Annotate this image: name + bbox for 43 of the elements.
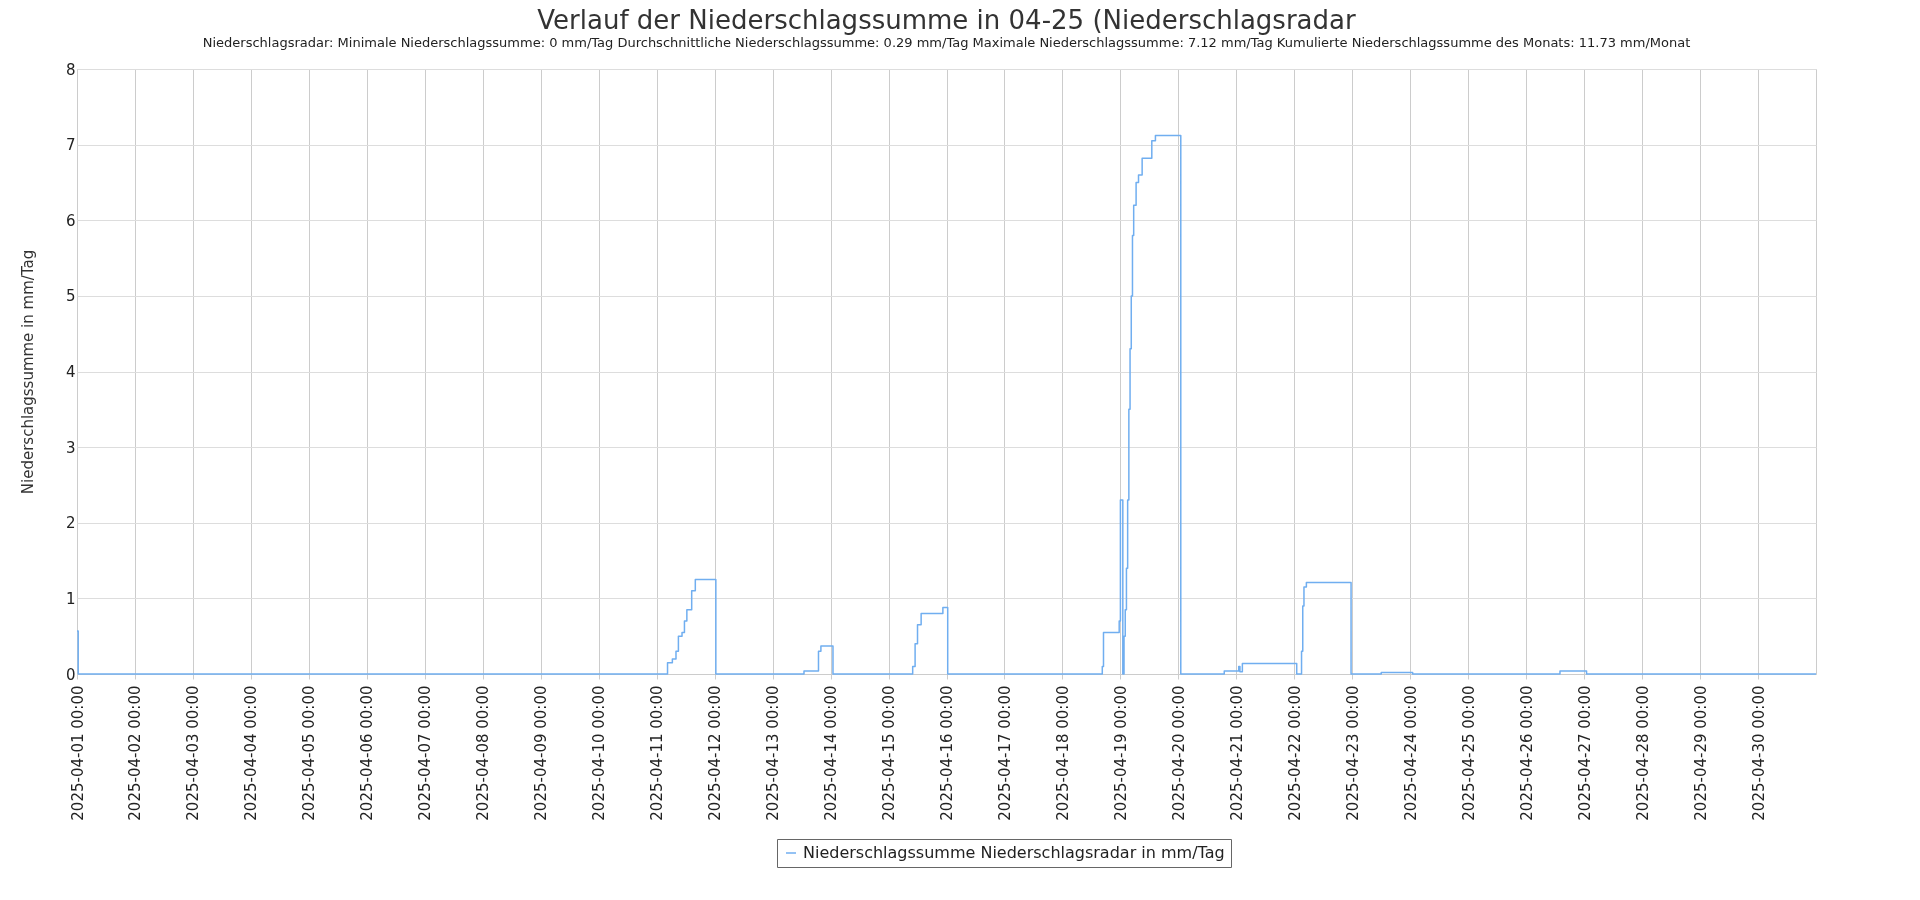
legend-label: Niederschlagssumme Niederschlagsradar in mm/Tag [803, 843, 1225, 862]
x-tick-label: 2025-04-13 00:00 [764, 685, 783, 821]
x-tick-label: 2025-04-19 00:00 [1111, 685, 1130, 821]
x-tick-label: 2025-04-02 00:00 [126, 685, 145, 821]
x-tick-label: 2025-04-05 00:00 [300, 685, 319, 821]
x-tick-label: 2025-04-18 00:00 [1053, 685, 1072, 821]
x-tick-label: 2025-04-01 00:00 [68, 685, 87, 821]
x-tick-label: 2025-04-23 00:00 [1343, 685, 1362, 821]
x-tick-label: 2025-04-24 00:00 [1401, 685, 1420, 821]
x-tick-label: 2025-04-26 00:00 [1517, 685, 1536, 821]
y-tick-label: 2 [65, 514, 76, 533]
y-tick-label: 4 [65, 363, 76, 381]
x-tick-label: 2025-04-22 00:00 [1285, 685, 1304, 821]
y-tick-label: 6 [65, 211, 76, 230]
y-tick-label: 1 [65, 589, 76, 608]
y-tick-label: 3 [65, 438, 76, 457]
y-tick-label: 7 [65, 136, 76, 155]
x-tick-label: 2025-04-27 00:00 [1575, 685, 1594, 821]
x-tick-label: 2025-04-07 00:00 [416, 685, 435, 821]
x-tick-label: 2025-04-21 00:00 [1227, 685, 1246, 821]
x-tick-label: 2025-04-12 00:00 [706, 685, 725, 821]
x-tick-label: 2025-04-09 00:00 [532, 685, 551, 821]
x-tick-label: 2025-04-15 00:00 [880, 685, 899, 821]
x-tick-label: 2025-04-29 00:00 [1691, 685, 1710, 821]
x-tick-label: 2025-04-04 00:00 [242, 685, 261, 821]
x-tick-label: 2025-04-14 00:00 [822, 685, 841, 821]
x-tick-label: 2025-04-11 00:00 [648, 685, 667, 821]
x-tick-label: 2025-04-16 00:00 [938, 685, 956, 821]
chart-title: Verlauf der Niederschlagssumme in 04-25 (Niederschlagsradar [537, 5, 1356, 35]
x-tick-label: 2025-04-30 00:00 [1749, 685, 1768, 821]
x-tick-label: 2025-04-08 00:00 [474, 685, 493, 821]
x-tick-label: 2025-04-06 00:00 [358, 685, 377, 821]
x-tick-label: 2025-04-17 00:00 [995, 685, 1014, 821]
y-axis-title: Niederschlagssumme in mm/Tag [18, 249, 37, 495]
y-tick-label: 8 [65, 60, 76, 79]
x-tick-label: 2025-04-25 00:00 [1459, 685, 1478, 821]
y-tick-label: 0 [65, 665, 76, 684]
x-tick-label: 2025-04-20 00:00 [1169, 685, 1188, 821]
x-tick-label: 2025-04-10 00:00 [590, 685, 609, 821]
x-tick-label: 2025-04-03 00:00 [184, 685, 203, 821]
x-tick-label: 2025-04-28 00:00 [1633, 685, 1652, 821]
y-tick-label: 5 [65, 287, 76, 306]
chart-subtitle: Niederschlagsradar: Minimale Niederschlagssumme: 0 mm/Tag Durchschnittliche Niederschlagssumme: 0.29 mm/Tag Maximale Niederschlagssumme: 7.12 mm/Tag Kumulierte Niederschlagssumme des Monats: 11.73 mm/Monat [202, 35, 1691, 50]
